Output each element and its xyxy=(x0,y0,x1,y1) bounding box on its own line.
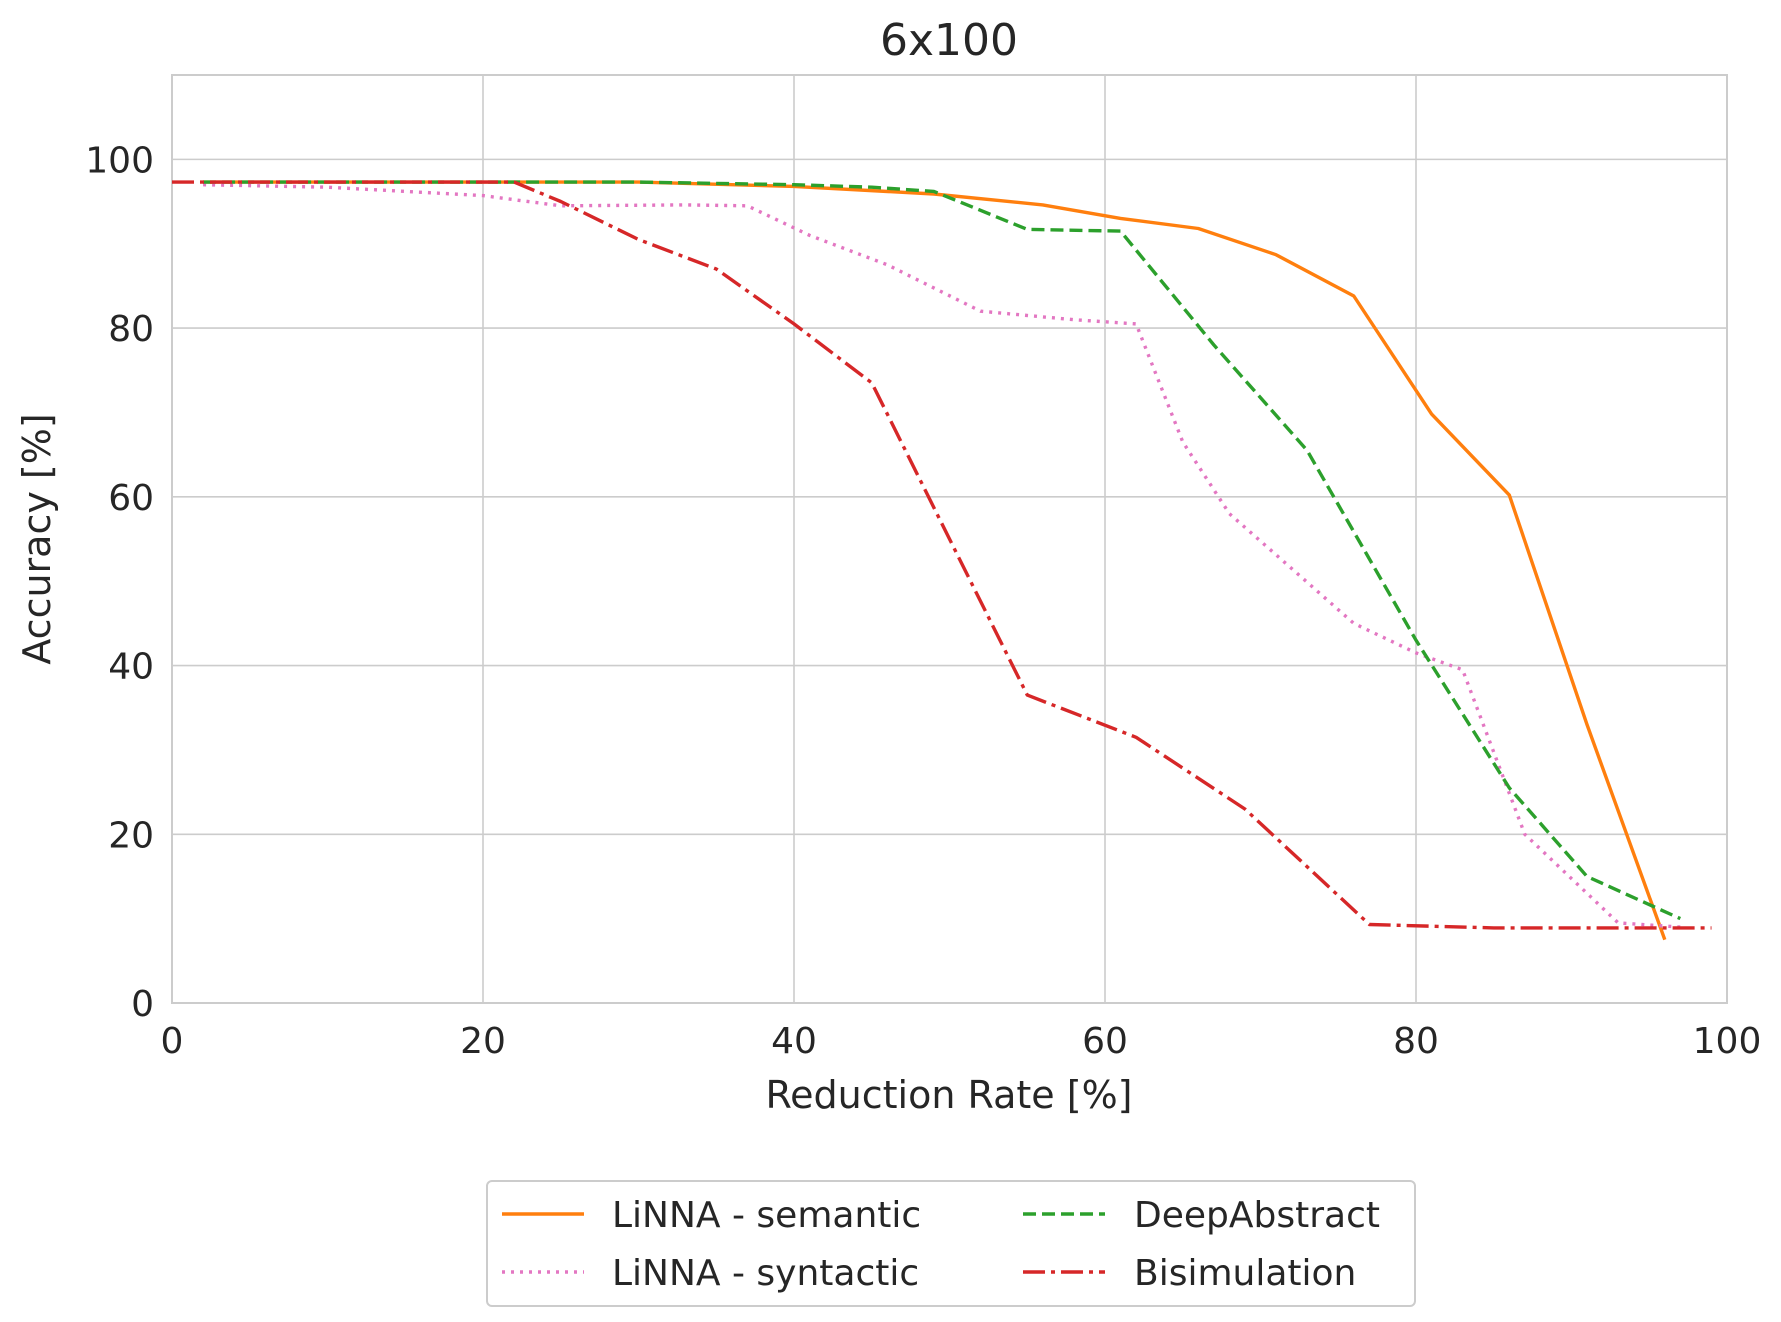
legend-label-linna-semantic: LiNNA - semantic xyxy=(612,1195,921,1236)
series-line-linna-semantic xyxy=(203,180,1667,941)
x-axis-ticks: 0 20 40 60 80 100 xyxy=(161,1021,1762,1062)
y-axis-label: Accuracy [%] xyxy=(15,413,59,664)
y-tick-label: 80 xyxy=(108,309,154,350)
plot-frame xyxy=(171,74,1728,1004)
legend-label-linna-syntactic: LiNNA - syntactic xyxy=(612,1253,919,1294)
legend-entry-bisimulation: Bisimulation xyxy=(1023,1253,1356,1294)
legend-entry-linna-semantic: LiNNA - semantic xyxy=(502,1195,921,1236)
legend-entry-deepabstract: DeepAbstract xyxy=(1023,1195,1380,1236)
y-tick-label: 40 xyxy=(108,647,154,688)
chart-title: 6x100 xyxy=(880,15,1018,66)
x-tick-label: 40 xyxy=(771,1021,817,1062)
y-tick-label: 60 xyxy=(108,478,154,519)
x-tick-label: 100 xyxy=(1693,1021,1762,1062)
y-axis-ticks: 0 20 40 60 80 100 xyxy=(85,140,154,1025)
x-tick-label: 0 xyxy=(161,1021,184,1062)
y-tick-label: 100 xyxy=(85,140,154,181)
series-line-deepabstract xyxy=(203,180,1681,921)
x-tick-label: 80 xyxy=(1393,1021,1439,1062)
legend-label-deepabstract: DeepAbstract xyxy=(1134,1195,1380,1236)
y-tick-label: 0 xyxy=(131,984,154,1025)
x-tick-label: 60 xyxy=(1082,1021,1128,1062)
x-axis-label: Reduction Rate [%] xyxy=(765,1073,1132,1117)
legend-label-bisimulation: Bisimulation xyxy=(1134,1253,1356,1294)
series-line-bisimulation xyxy=(172,180,1712,930)
legend-entry-linna-syntactic: LiNNA - syntactic xyxy=(502,1253,919,1294)
y-tick-label: 20 xyxy=(108,815,154,856)
x-tick-label: 20 xyxy=(460,1021,506,1062)
series-layer xyxy=(172,180,1712,941)
legend-frame xyxy=(486,1180,1416,1307)
series-line-linna-syntactic xyxy=(203,183,1681,929)
legend: LiNNA - semantic LiNNA - syntactic DeepA… xyxy=(486,1180,1416,1307)
